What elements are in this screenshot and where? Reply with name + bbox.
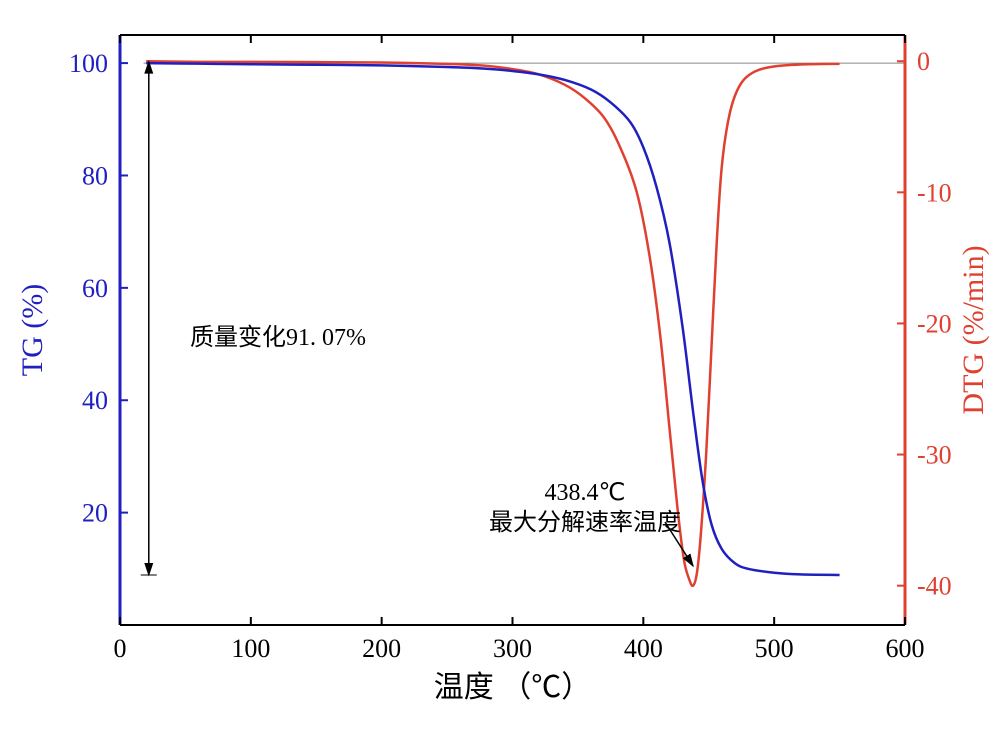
svg-text:500: 500 <box>755 634 794 663</box>
tga-dtg-chart: 0 100 200 300 400 500 600 温度 （℃） 20 40 60 80 100 TG (… <box>0 0 1000 729</box>
svg-text:438.4℃: 438.4℃ <box>545 480 626 506</box>
chart-svg: 0 100 200 300 400 500 600 温度 （℃） 20 40 60 80 100 TG (… <box>0 0 1000 729</box>
svg-text:80: 80 <box>82 161 108 190</box>
svg-text:最大分解速率温度: 最大分解速率温度 <box>489 509 681 536</box>
svg-text:100: 100 <box>69 49 108 78</box>
svg-text:DTG (%/min): DTG (%/min) <box>957 245 990 414</box>
svg-text:60: 60 <box>82 274 108 303</box>
svg-text:400: 400 <box>624 634 663 663</box>
svg-text:温度 （℃）: 温度 （℃） <box>434 671 592 704</box>
svg-text:40: 40 <box>82 386 108 415</box>
svg-text:200: 200 <box>362 634 401 663</box>
svg-text:20: 20 <box>82 499 108 528</box>
svg-text:-30: -30 <box>917 441 952 470</box>
svg-text:300: 300 <box>493 634 532 663</box>
svg-text:100: 100 <box>231 634 270 663</box>
svg-text:-40: -40 <box>917 572 952 601</box>
svg-text:0: 0 <box>114 634 127 663</box>
svg-text:-20: -20 <box>917 309 952 338</box>
svg-text:质量变化91. 07%: 质量变化91. 07% <box>190 324 366 351</box>
svg-text:TG (%): TG (%) <box>16 284 49 376</box>
svg-text:600: 600 <box>886 634 925 663</box>
svg-text:-10: -10 <box>917 178 952 207</box>
svg-text:0: 0 <box>917 47 930 76</box>
